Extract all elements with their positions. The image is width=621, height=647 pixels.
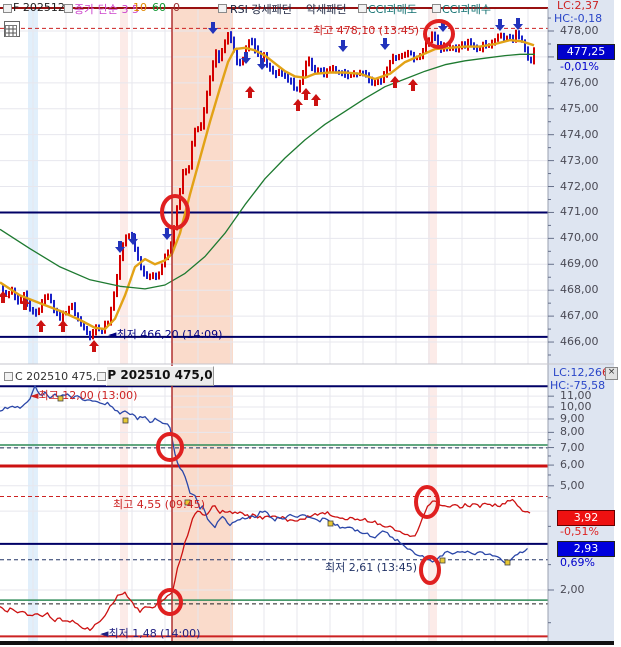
sell-signal-arrow-icon <box>513 18 523 30</box>
signal-marker <box>57 395 64 402</box>
sell-signal-arrow-icon <box>257 58 267 70</box>
buy-signal-arrow-icon <box>20 298 30 310</box>
buy-signal-arrow-icon <box>301 88 311 100</box>
session-band <box>120 386 128 641</box>
sell-signal-arrow-icon <box>380 38 390 50</box>
buy-signal-arrow-icon <box>58 320 68 332</box>
buy-signal-arrow-icon <box>0 291 8 303</box>
option-series-line <box>0 385 528 564</box>
buy-signal-arrow-icon <box>311 94 321 106</box>
signal-highlight-circle <box>419 555 441 585</box>
sell-signal-arrow-icon <box>495 19 505 31</box>
session-band <box>172 8 233 364</box>
session-band <box>120 8 128 364</box>
sell-signal-arrow-icon <box>438 20 448 32</box>
session-band <box>428 8 437 364</box>
option-series-line <box>0 498 531 632</box>
sell-signal-arrow-icon <box>208 22 218 34</box>
buy-signal-arrow-icon <box>36 320 46 332</box>
buy-signal-arrow-icon <box>293 99 303 111</box>
signal-highlight-circle <box>414 485 440 519</box>
buy-signal-arrow-icon <box>408 79 418 91</box>
sell-signal-arrow-icon <box>162 228 172 240</box>
signal-marker <box>439 557 446 564</box>
signal-marker <box>122 417 129 424</box>
buy-signal-arrow-icon <box>89 340 99 352</box>
sell-signal-arrow-icon <box>128 233 138 245</box>
sell-signal-arrow-icon <box>115 241 125 253</box>
signal-highlight-circle <box>423 19 455 49</box>
buy-signal-arrow-icon <box>245 86 255 98</box>
signal-marker <box>327 520 334 527</box>
ma-slow-line <box>0 53 535 290</box>
sell-signal-arrow-icon <box>241 52 251 64</box>
signal-marker <box>184 499 191 506</box>
sell-signal-arrow-icon <box>338 40 348 52</box>
signal-highlight-circle <box>157 588 183 616</box>
ma-fast-line <box>0 38 535 331</box>
signal-highlight-circle <box>156 432 184 462</box>
options-plot-area[interactable] <box>0 386 548 641</box>
buy-signal-arrow-icon <box>390 76 400 88</box>
signal-highlight-circle <box>160 194 190 230</box>
signal-marker <box>504 559 511 566</box>
